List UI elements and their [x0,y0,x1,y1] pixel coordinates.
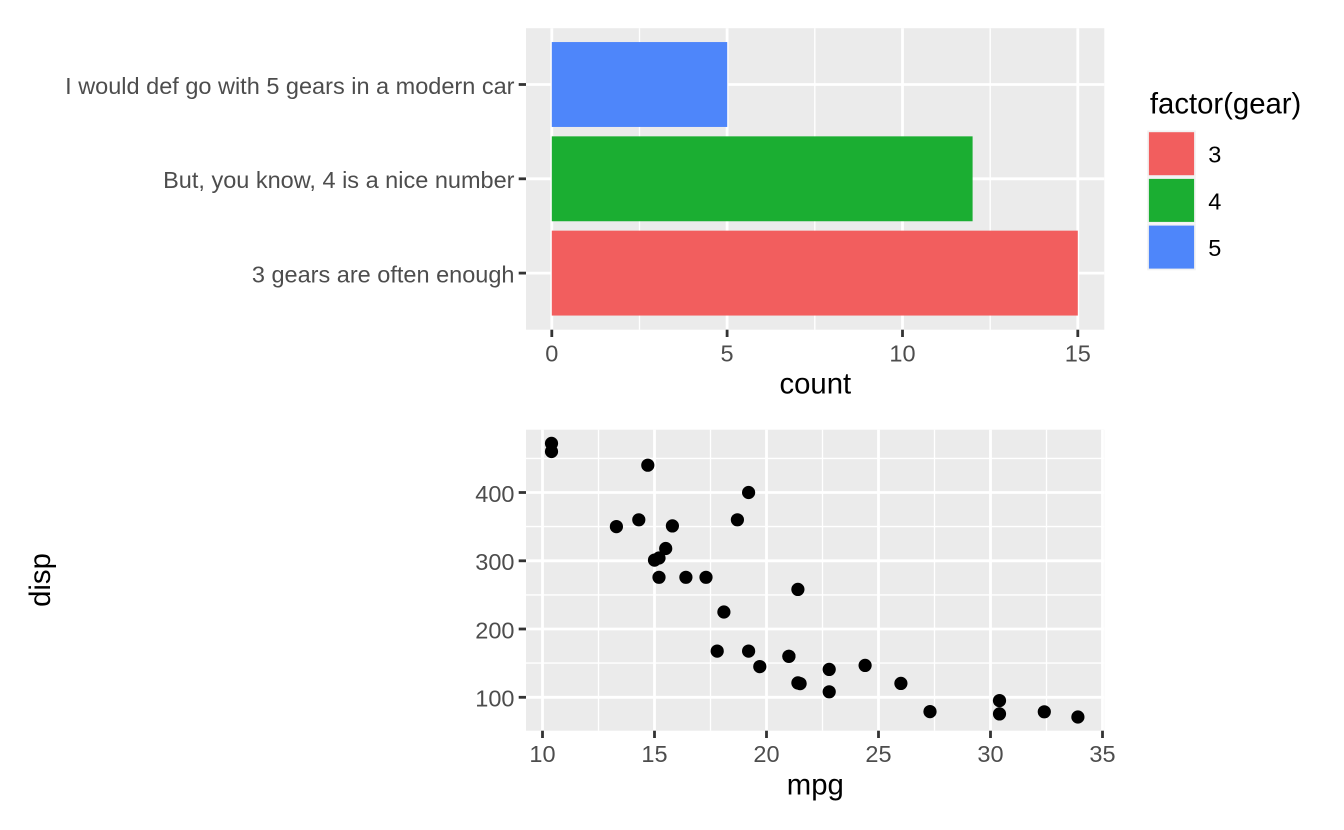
svg-text:count: count [779,368,851,401]
svg-text:35: 35 [1089,741,1115,767]
svg-text:10: 10 [529,741,555,767]
svg-text:200: 200 [475,617,514,643]
svg-text:30: 30 [977,741,1003,767]
svg-text:15: 15 [1065,340,1091,366]
svg-text:factor(gear): factor(gear) [1150,87,1301,120]
svg-text:400: 400 [475,481,514,507]
svg-text:0: 0 [545,340,558,366]
svg-text:3: 3 [1208,142,1221,168]
svg-text:20: 20 [753,741,779,767]
svg-text:I would def go with 5 gears in: I would def go with 5 gears in a modern … [65,73,515,99]
svg-text:5: 5 [1208,235,1221,261]
svg-text:4: 4 [1208,188,1221,214]
svg-text:mpg: mpg [787,769,844,802]
svg-text:25: 25 [865,741,891,767]
svg-text:300: 300 [475,549,514,575]
svg-text:disp: disp [24,553,57,607]
svg-text:5: 5 [721,340,734,366]
svg-text:15: 15 [641,741,667,767]
svg-text:100: 100 [475,686,514,712]
svg-text:But, you know, 4 is a nice num: But, you know, 4 is a nice number [163,167,515,193]
svg-text:10: 10 [889,340,915,366]
svg-text:3 gears are often enough: 3 gears are often enough [252,262,515,288]
